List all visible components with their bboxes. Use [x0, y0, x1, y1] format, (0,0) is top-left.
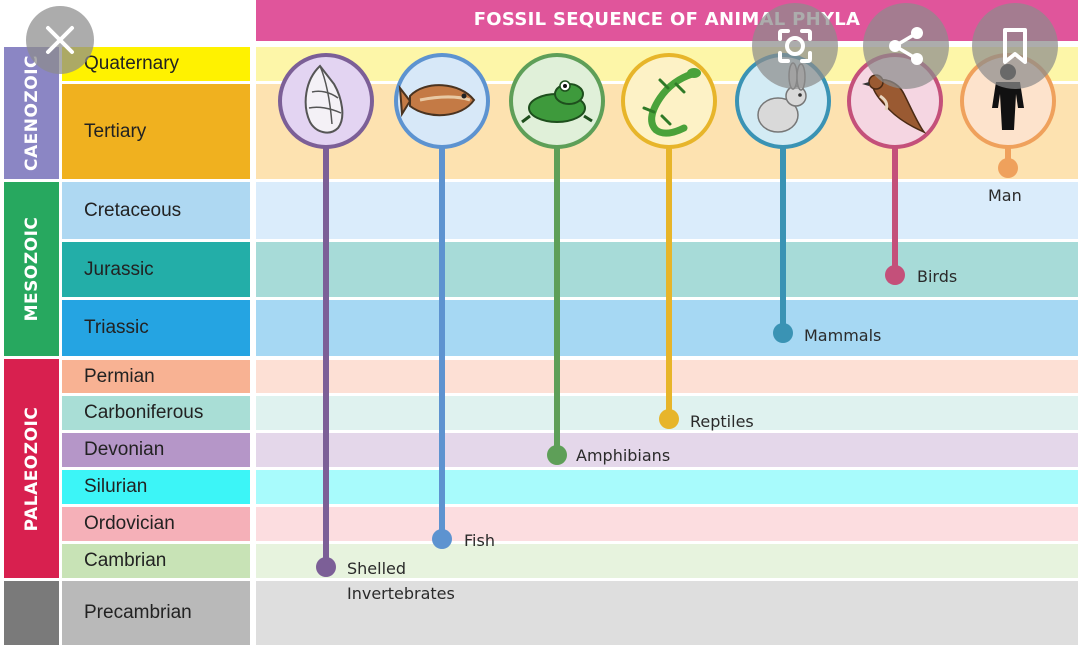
- period-label: Quaternary: [84, 53, 180, 74]
- band-cambrian: [256, 544, 1078, 578]
- origin-dot-amphibians: [547, 445, 567, 465]
- era-precambrian: [4, 581, 59, 645]
- origin-dot-reptiles: [659, 409, 679, 429]
- phylum-label-amphibians: Amphibians: [576, 446, 670, 465]
- period-cretaceous: Cretaceous: [62, 182, 250, 239]
- period-ordovician: Ordovician: [62, 507, 250, 541]
- period-permian: Permian: [62, 360, 250, 393]
- phylum-label-reptiles: Reptiles: [690, 412, 754, 431]
- period-triassic: Triassic: [62, 300, 250, 356]
- origin-dot-man: [998, 158, 1018, 178]
- period-label: Ordovician: [84, 513, 175, 534]
- medallion-lizard: [621, 53, 717, 149]
- period-precambrian: Precambrian: [62, 581, 250, 645]
- lens-button[interactable]: [752, 3, 838, 89]
- lizard-icon: [642, 68, 701, 137]
- period-jurassic: Jurassic: [62, 242, 250, 297]
- period-label: Precambrian: [84, 602, 192, 623]
- fish-icon: [398, 84, 476, 118]
- bookmark-icon: [1003, 28, 1027, 64]
- band-ordovician: [256, 507, 1078, 541]
- share-button[interactable]: [863, 3, 949, 89]
- origin-dot-shelled-invertebrates: [316, 557, 336, 577]
- bird-icon: [862, 74, 927, 134]
- period-label: Triassic: [84, 317, 149, 338]
- phylum-label-fish: Fish: [464, 531, 495, 550]
- phylum-label-mammals: Mammals: [804, 326, 881, 345]
- period-label: Carboniferous: [84, 402, 204, 423]
- close-button[interactable]: [26, 6, 94, 74]
- phylum-label-man: Man: [988, 186, 1022, 205]
- period-label: Cretaceous: [84, 199, 182, 221]
- band-devonian: [256, 433, 1078, 467]
- era-palaeozoic: PALAEOZOIC: [4, 359, 59, 578]
- period-label: Silurian: [84, 476, 148, 497]
- lens-icon: [778, 29, 812, 63]
- period-devonian: Devonian: [62, 433, 250, 467]
- period-carboniferous: Carboniferous: [62, 396, 250, 430]
- period-label: Cambrian: [84, 550, 167, 571]
- period-silurian: Silurian: [62, 470, 250, 504]
- bookmark-button[interactable]: [972, 3, 1058, 89]
- era-mesozoic: MESOZOIC: [4, 182, 59, 356]
- origin-dot-mammals: [773, 323, 793, 343]
- phylum-label-birds: Birds: [917, 267, 957, 286]
- period-label: Permian: [84, 365, 155, 387]
- period-cambrian: Cambrian: [62, 544, 250, 578]
- phylum-label-invertebrates: Invertebrates: [347, 584, 455, 603]
- phylum-label-shelled: Shelled: [347, 559, 406, 578]
- origin-dot-fish: [432, 529, 452, 549]
- origin-dot-birds: [885, 265, 905, 285]
- frog-icon: [521, 80, 593, 124]
- band-precambrian: [256, 581, 1078, 645]
- share-icon: [889, 27, 923, 65]
- shell-icon: [304, 64, 344, 134]
- period-tertiary: Tertiary: [62, 84, 250, 179]
- close-icon: [46, 26, 74, 54]
- period-label: Devonian: [84, 439, 165, 460]
- period-label: Jurassic: [84, 258, 154, 280]
- period-label: Tertiary: [84, 120, 147, 142]
- period-quaternary: Quaternary: [62, 47, 250, 81]
- band-silurian: [256, 470, 1078, 504]
